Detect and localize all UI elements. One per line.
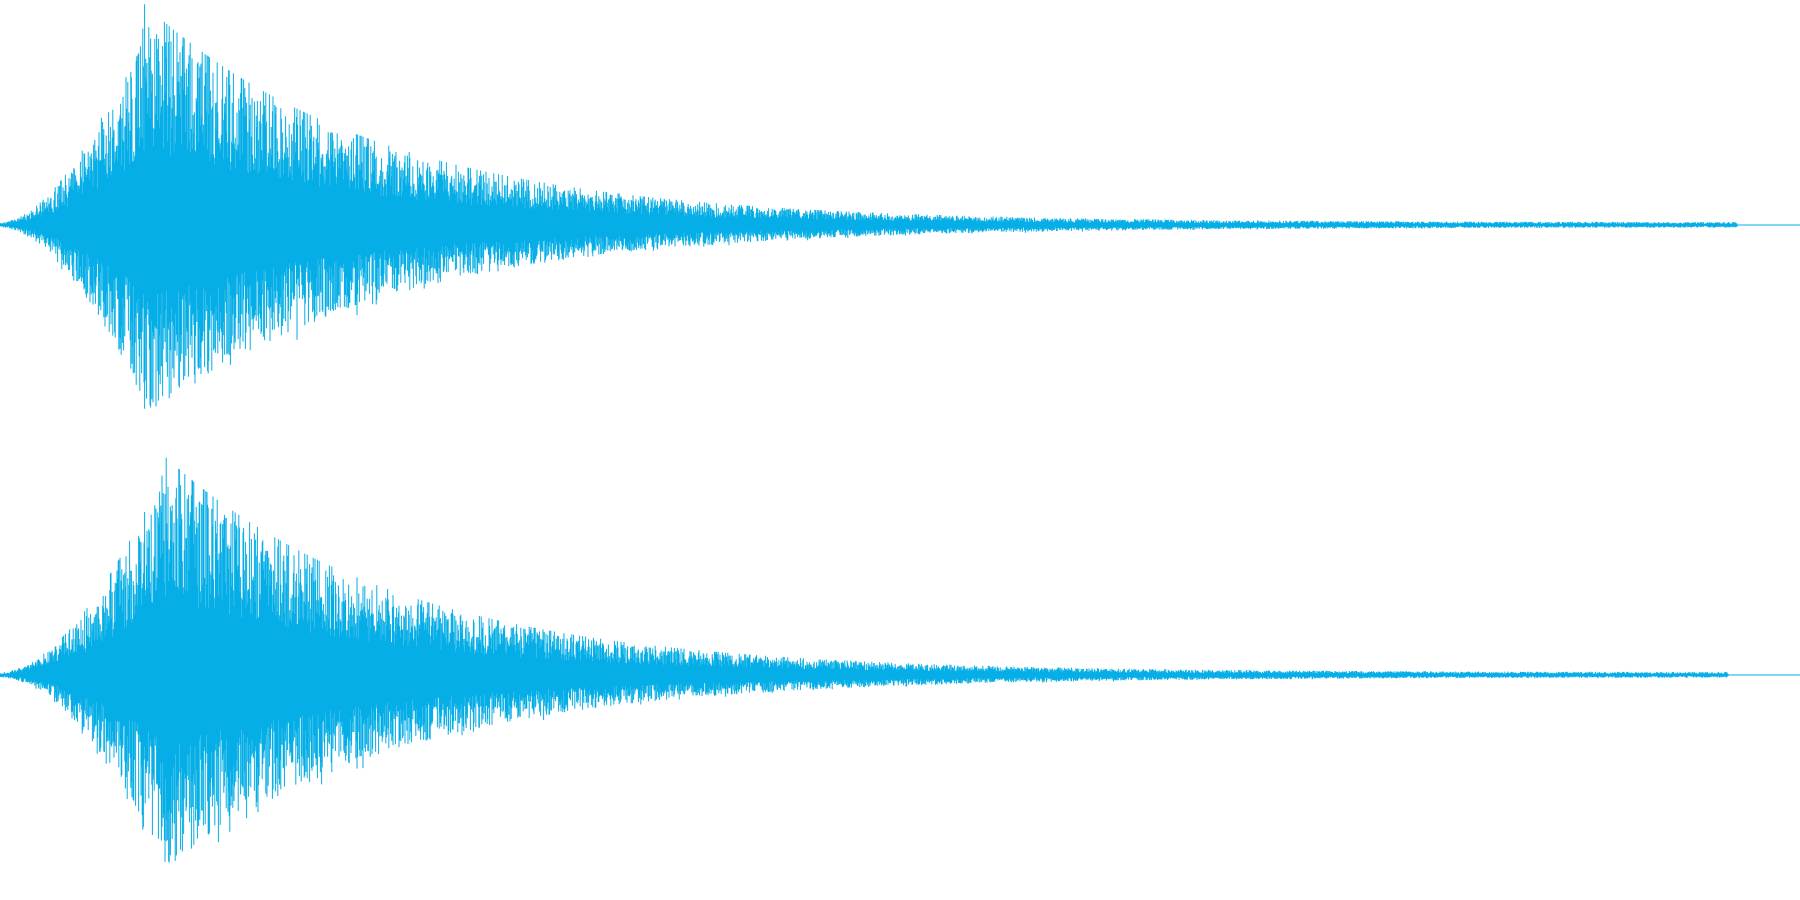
waveform-channel-right[interactable] [0, 457, 1800, 863]
waveform-samples [0, 457, 1729, 863]
waveform-channel-left[interactable] [0, 4, 1800, 409]
waveform-samples [0, 4, 1738, 409]
